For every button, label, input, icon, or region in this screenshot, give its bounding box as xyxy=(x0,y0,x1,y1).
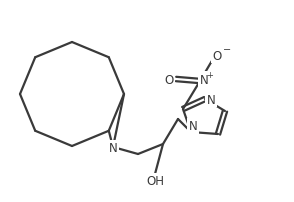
Text: +: + xyxy=(207,71,213,80)
Text: O: O xyxy=(164,73,174,86)
Text: N: N xyxy=(189,120,197,133)
Text: N: N xyxy=(207,93,216,106)
Text: N: N xyxy=(200,73,208,86)
Text: N: N xyxy=(108,142,117,155)
Text: O: O xyxy=(212,49,222,62)
Text: −: − xyxy=(223,45,231,55)
Text: OH: OH xyxy=(146,175,164,188)
